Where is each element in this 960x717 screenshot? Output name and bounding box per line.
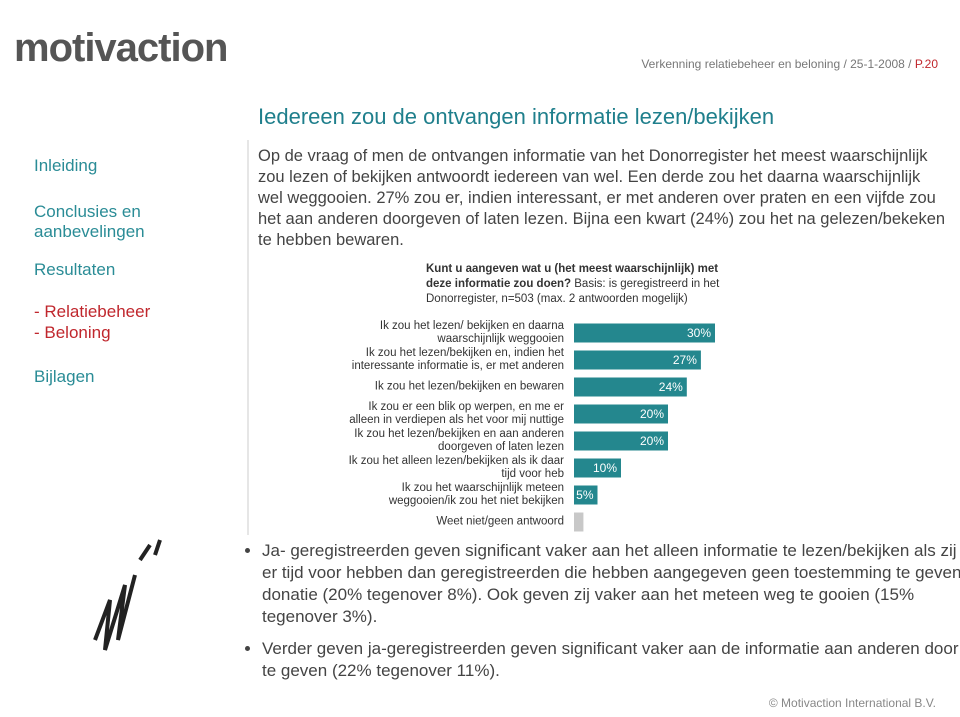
category-label: Ik zou het lezen/bekijken en bewaren <box>374 380 564 393</box>
chart-title: Kunt u aangeven wat u (het meest waarsch… <box>426 263 719 290</box>
page-number: P.20 <box>914 57 938 71</box>
nav-item[interactable]: - Relatiebeheer <box>34 302 151 321</box>
nav-item[interactable]: Bijlagen <box>34 367 95 386</box>
bar <box>574 512 584 532</box>
value-label: 20% <box>640 407 664 421</box>
value-label: 27% <box>673 353 697 367</box>
header-text: Verkenning relatiebeheer en beloning / 2… <box>641 57 915 71</box>
bar <box>574 431 668 451</box>
category-label: Ik zou er een blik op werpen, en me er a… <box>349 401 564 426</box>
scribble <box>93 539 162 651</box>
category-label: Ik zou het lezen/bekijken en aan anderen… <box>354 428 564 453</box>
value-label: 20% <box>640 434 664 448</box>
category-label: Ik zou het waarschijnlijk meteen weggooi… <box>388 482 564 507</box>
bullet: Ja- geregistreerden geven significant va… <box>262 540 960 628</box>
logo: motivaction <box>14 26 228 70</box>
value-label: 10% <box>593 461 617 475</box>
nav-item[interactable]: Conclusies en aanbevelingen <box>34 202 145 241</box>
bullet-list: Ja- geregistreerden geven significant va… <box>238 540 960 692</box>
bullet: Verder geven ja-geregistreerden geven si… <box>262 638 960 682</box>
category-label: Ik zou het lezen/bekijken en, indien het… <box>351 347 564 372</box>
intro-text: Op de vraag of men de ontvangen informat… <box>258 147 946 249</box>
bar <box>574 485 598 505</box>
bar <box>574 377 687 397</box>
value-label: 30% <box>687 326 711 340</box>
header-info: Verkenning relatiebeheer en beloning / 2… <box>641 57 938 71</box>
chart-heading: Kunt u aangeven wat u (het meest waarsch… <box>426 262 746 307</box>
footer: © Motivaction International B.V. <box>768 696 936 710</box>
nav-item[interactable]: Resultaten <box>34 260 116 279</box>
slide-title: Iedereen zou de ontvangen informatie lez… <box>258 104 775 129</box>
bar <box>574 404 668 424</box>
value-label: 5% <box>576 488 594 502</box>
bar <box>574 350 701 370</box>
chart-subtitle: Basis: is geregistreerd in het Donorregi… <box>426 278 720 305</box>
bar <box>574 458 621 478</box>
category-label: Ik zou het lezen/ bekijken en daarna waa… <box>379 320 564 345</box>
chart: 30% 27% 24% 20% 20% 10% 5% <box>574 323 715 532</box>
bar <box>574 323 715 343</box>
category-label: Ik zou het alleen lezen/bekijken als ik … <box>348 455 564 480</box>
category-label: Weet niet/geen antwoord <box>436 515 564 528</box>
nav-item[interactable]: - Beloning <box>34 323 111 342</box>
nav-item[interactable]: Inleiding <box>34 156 98 175</box>
value-label: 24% <box>659 380 683 394</box>
